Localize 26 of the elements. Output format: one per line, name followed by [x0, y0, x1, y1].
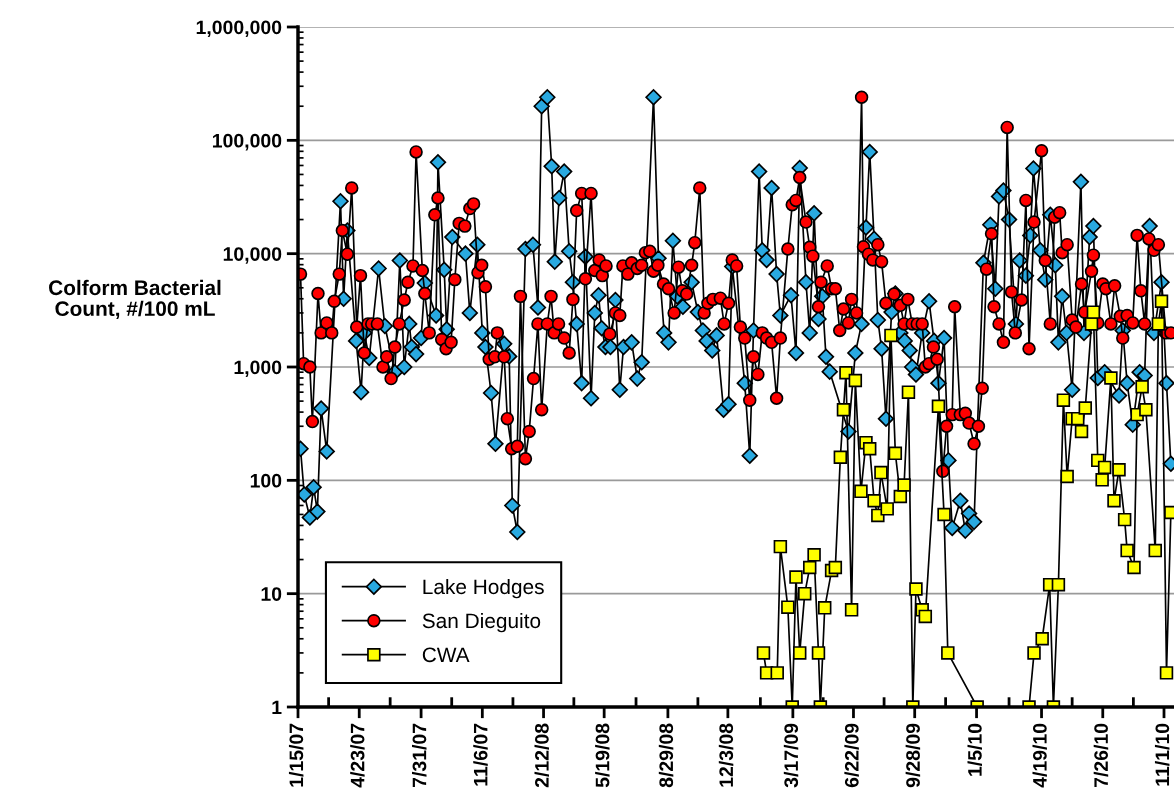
x-tick-label: 8/29/08	[658, 723, 674, 788]
x-tick-label: 11/6/07	[473, 723, 488, 786]
legend-label: CWA	[422, 647, 470, 663]
x-tick-label: 12/3/08	[718, 723, 734, 787]
y-tick-label: 100,000	[212, 133, 282, 151]
x-tick-label: 4/19/10	[1032, 723, 1047, 788]
y-tick-label: 1,000,000	[196, 20, 282, 38]
y-tick-label: 1	[272, 700, 282, 715]
x-tick-label: 9/28/09	[905, 723, 921, 788]
y-tick-label: 10,000	[223, 247, 282, 264]
y-axis-title: Colform Bacterial Count, #/100 mL	[49, 279, 221, 320]
x-tick-label: 4/23/07	[350, 723, 365, 788]
legend-label: San Dieguito	[422, 612, 541, 633]
x-tick-label: 11/1/10	[1154, 723, 1170, 786]
x-tick-label: 1/15/07	[288, 723, 304, 787]
x-tick-label: 6/22/09	[844, 723, 859, 788]
x-tick-label: 7/26/10	[1093, 723, 1109, 788]
y-tick-label: 1,000	[234, 360, 282, 378]
y-tick-label: 100	[250, 473, 282, 488]
x-tick-label: 1/5/10	[967, 723, 982, 776]
x-tick-label: 2/12/08	[534, 723, 549, 788]
x-tick-label: 3/17/09	[783, 723, 799, 788]
y-tick-label: 10	[261, 587, 282, 601]
x-tick-label: 5/19/08	[595, 723, 610, 788]
legend-label: Lake Hodges	[423, 578, 544, 599]
x-tick-label: 7/31/07	[412, 723, 427, 788]
